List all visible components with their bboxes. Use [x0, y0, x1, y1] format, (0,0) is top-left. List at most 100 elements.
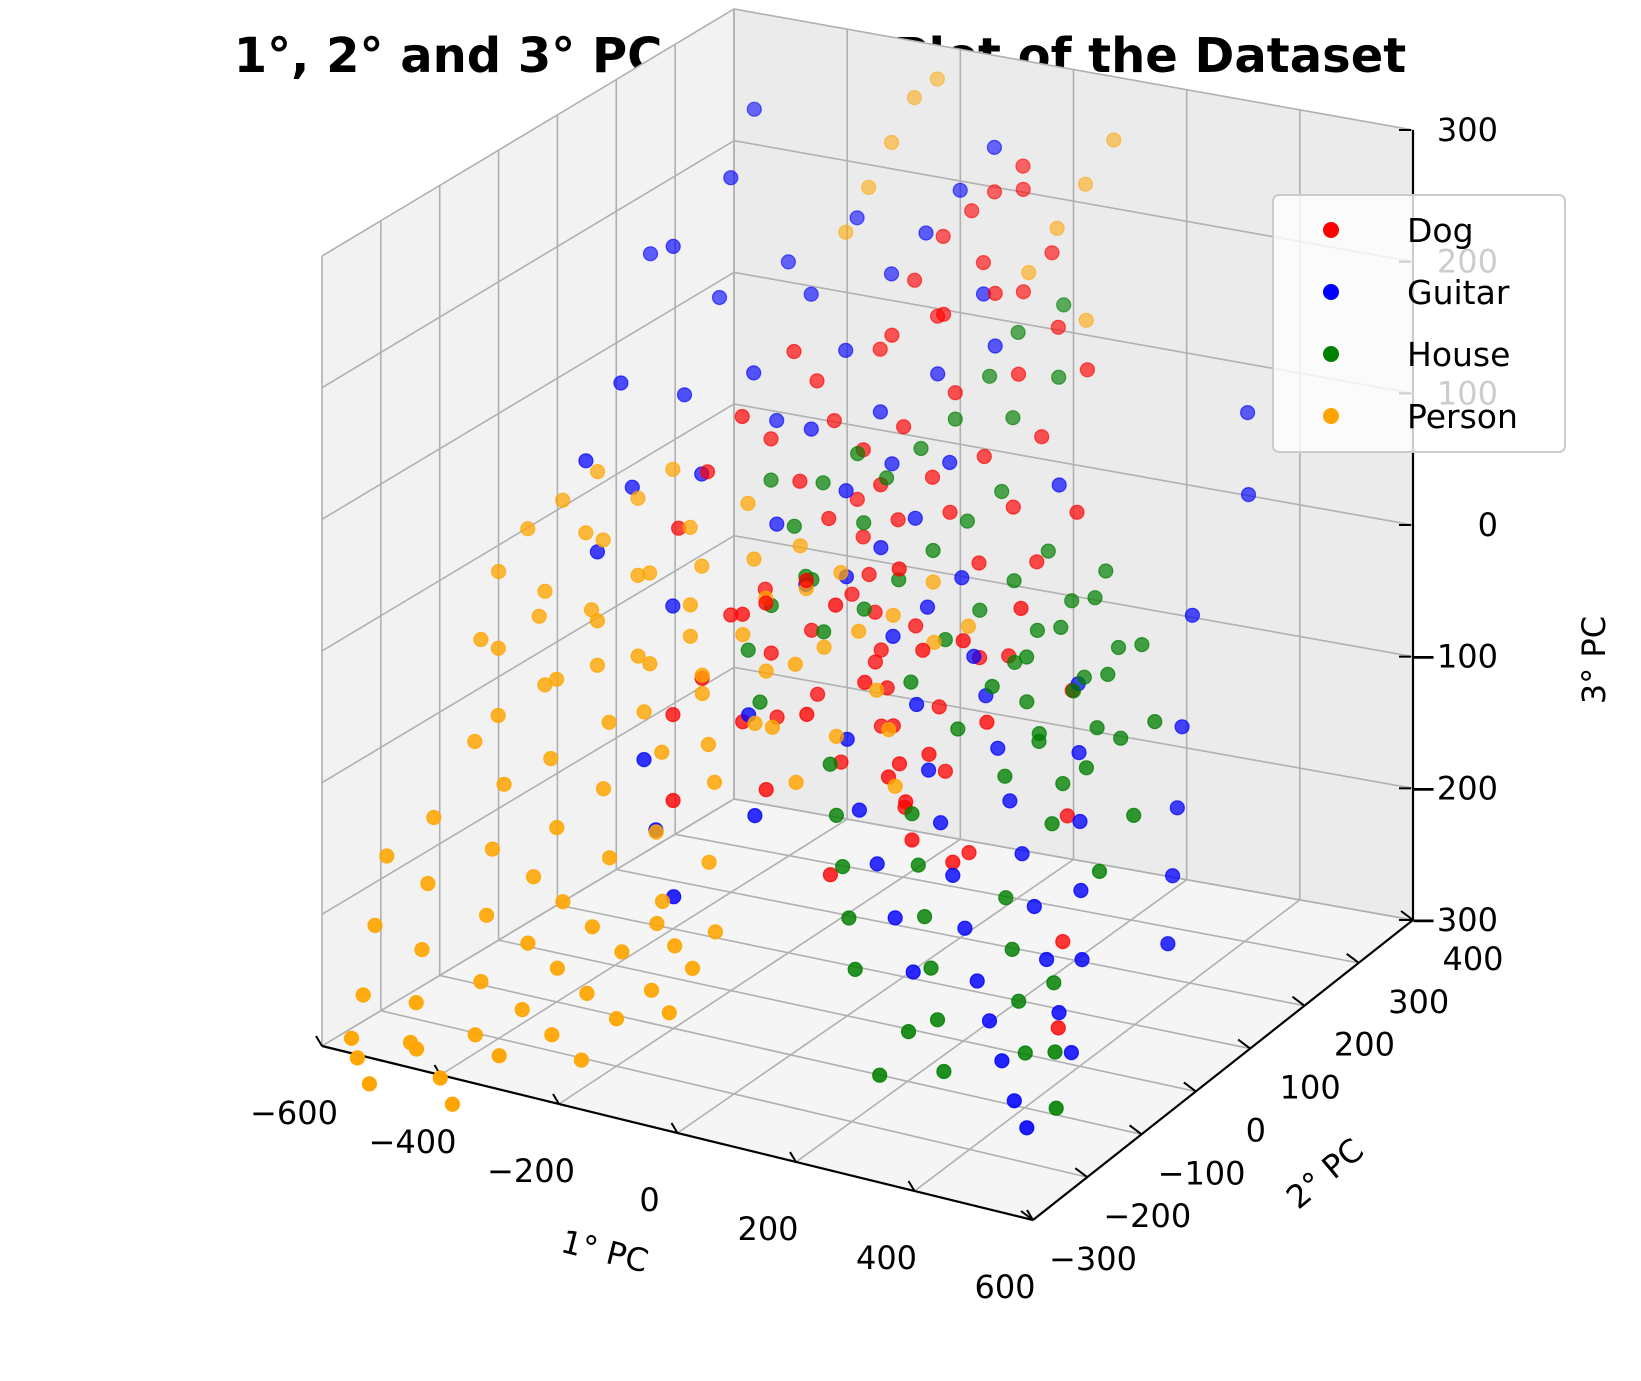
grid-line-z [321, 666, 1414, 916]
data-point [1064, 593, 1080, 609]
data-point [921, 746, 937, 762]
data-point [920, 762, 937, 778]
data-point [735, 626, 751, 643]
data-point [979, 714, 995, 730]
data-point [1239, 405, 1256, 421]
data-point [1017, 1045, 1033, 1061]
data-point [986, 184, 1003, 200]
data-point [900, 1023, 917, 1040]
data-point [654, 744, 670, 760]
data-point [426, 809, 442, 826]
z-tick-label: 0 [1478, 506, 1498, 544]
data-point [573, 1052, 590, 1068]
data-point [1050, 1020, 1066, 1036]
data-point [861, 566, 877, 583]
data-point [918, 225, 934, 241]
data-point [648, 824, 664, 840]
data-point [682, 519, 698, 536]
data-point [613, 375, 629, 391]
data-point [467, 733, 483, 750]
data-point [676, 387, 693, 403]
data-point [589, 613, 606, 629]
data-point [935, 306, 952, 322]
y-axis-label: 2° PC [1279, 1131, 1371, 1217]
data-point [1072, 813, 1088, 830]
data-point [908, 618, 924, 634]
data-point [856, 515, 872, 531]
data-point [1074, 951, 1090, 968]
data-point [881, 721, 897, 738]
data-point [930, 366, 946, 382]
data-point [828, 807, 845, 824]
data-point [642, 246, 659, 262]
data-point [869, 856, 885, 872]
data-point [473, 631, 489, 648]
data-point [1098, 563, 1114, 579]
data-point [1110, 639, 1127, 656]
data-point [1076, 669, 1092, 685]
data-point [885, 607, 901, 623]
grid-line-z [321, 798, 1414, 1047]
y-tick-label: −100 [1158, 1154, 1246, 1192]
y-tick [1291, 995, 1306, 1007]
data-point [1113, 730, 1129, 746]
data-point [1184, 607, 1201, 623]
x-tick [552, 1093, 560, 1105]
data-point [578, 525, 594, 541]
data-point [699, 464, 716, 480]
data-point [520, 521, 536, 537]
data-point [444, 1096, 460, 1112]
data-point [694, 667, 710, 683]
data-point [849, 491, 865, 507]
data-point [883, 134, 900, 151]
data-point [1006, 573, 1022, 589]
data-points [343, 71, 1257, 1136]
tick-marks: −600−400−2000200400600−300−200−100010020… [250, 111, 1503, 1306]
data-point [942, 504, 958, 520]
x-tick [670, 1122, 679, 1134]
data-point [747, 715, 763, 732]
data-point [491, 1048, 507, 1064]
data-point [959, 513, 976, 529]
data-point [682, 628, 699, 644]
y-tick-label: 100 [1280, 1069, 1341, 1107]
data-point [960, 618, 977, 634]
data-point [543, 750, 559, 767]
data-point [525, 869, 542, 885]
data-point [1049, 220, 1065, 236]
data-point [955, 633, 971, 649]
data-point [707, 924, 724, 940]
data-point [945, 867, 961, 884]
data-point [491, 563, 507, 580]
data-point [408, 994, 424, 1011]
data-point [1005, 499, 1021, 515]
z-tick-label: −300 [1410, 901, 1498, 939]
data-point [981, 368, 998, 384]
data-point [1134, 636, 1150, 653]
data-point [1077, 176, 1094, 192]
data-point [484, 841, 500, 857]
data-point [1002, 793, 1018, 809]
data-point [758, 595, 774, 611]
data-point [1040, 543, 1056, 559]
data-point [1006, 1093, 1022, 1109]
data-point [838, 342, 854, 358]
data-point [667, 938, 683, 954]
data-point [885, 628, 901, 645]
data-point [595, 781, 612, 797]
data-point [786, 343, 802, 360]
data-point [1056, 297, 1072, 313]
data-point [816, 624, 832, 640]
data-point [514, 1001, 530, 1018]
x-tick-label: −200 [487, 1152, 575, 1190]
data-point [924, 469, 941, 485]
data-point [910, 857, 926, 873]
grid-line-z [321, 403, 1414, 652]
data-point [904, 806, 920, 822]
data-point [758, 663, 774, 679]
data-point [769, 412, 785, 429]
data-point [1055, 933, 1071, 950]
data-point [630, 567, 646, 584]
data-point [1051, 1004, 1067, 1021]
data-point [931, 699, 947, 715]
